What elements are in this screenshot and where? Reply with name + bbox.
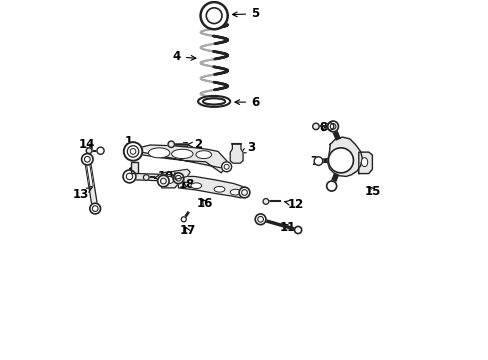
Text: 16: 16 — [197, 197, 213, 210]
Text: 15: 15 — [364, 185, 381, 198]
Polygon shape — [162, 171, 178, 188]
Polygon shape — [230, 144, 243, 163]
Circle shape — [90, 203, 101, 214]
Text: 6: 6 — [234, 96, 259, 109]
Polygon shape — [178, 176, 247, 198]
Text: 9: 9 — [127, 166, 136, 179]
Circle shape — [313, 157, 322, 165]
Text: 1: 1 — [124, 135, 138, 148]
Circle shape — [221, 162, 231, 172]
Circle shape — [168, 141, 174, 148]
Ellipse shape — [361, 158, 367, 167]
Text: 3: 3 — [241, 141, 255, 154]
Polygon shape — [84, 159, 98, 209]
Ellipse shape — [230, 189, 241, 195]
Text: 8: 8 — [318, 121, 326, 134]
Circle shape — [239, 187, 249, 198]
Circle shape — [81, 154, 93, 165]
Circle shape — [263, 199, 268, 204]
Text: 17: 17 — [179, 224, 195, 237]
Ellipse shape — [148, 148, 169, 158]
Circle shape — [312, 123, 319, 130]
Polygon shape — [327, 137, 362, 176]
Ellipse shape — [190, 183, 201, 189]
Circle shape — [255, 214, 265, 225]
Text: 4: 4 — [172, 50, 195, 63]
Ellipse shape — [171, 149, 193, 158]
Circle shape — [327, 121, 338, 132]
Polygon shape — [85, 159, 93, 186]
Circle shape — [157, 175, 169, 187]
Ellipse shape — [198, 96, 230, 107]
Text: 12: 12 — [285, 198, 304, 211]
Polygon shape — [138, 145, 228, 173]
Circle shape — [123, 170, 136, 183]
Text: 18: 18 — [179, 178, 195, 191]
Polygon shape — [175, 169, 190, 179]
Circle shape — [326, 181, 336, 191]
Circle shape — [326, 123, 333, 130]
Circle shape — [294, 226, 301, 234]
Circle shape — [181, 217, 186, 222]
Ellipse shape — [196, 151, 211, 158]
Circle shape — [143, 175, 149, 180]
Text: 5: 5 — [232, 8, 259, 21]
Text: 7: 7 — [309, 154, 320, 167]
Text: 10: 10 — [154, 170, 174, 183]
Circle shape — [200, 2, 227, 29]
Text: 14: 14 — [79, 139, 95, 152]
Circle shape — [97, 147, 104, 154]
FancyBboxPatch shape — [131, 162, 138, 173]
Circle shape — [328, 148, 353, 173]
Circle shape — [86, 148, 92, 154]
Circle shape — [173, 173, 183, 184]
Ellipse shape — [214, 186, 224, 192]
Text: 2: 2 — [187, 138, 202, 151]
Polygon shape — [358, 152, 372, 174]
Text: 11: 11 — [279, 221, 295, 234]
Text: 13: 13 — [73, 188, 92, 201]
Ellipse shape — [164, 176, 173, 184]
Circle shape — [123, 142, 142, 161]
Polygon shape — [129, 173, 178, 181]
